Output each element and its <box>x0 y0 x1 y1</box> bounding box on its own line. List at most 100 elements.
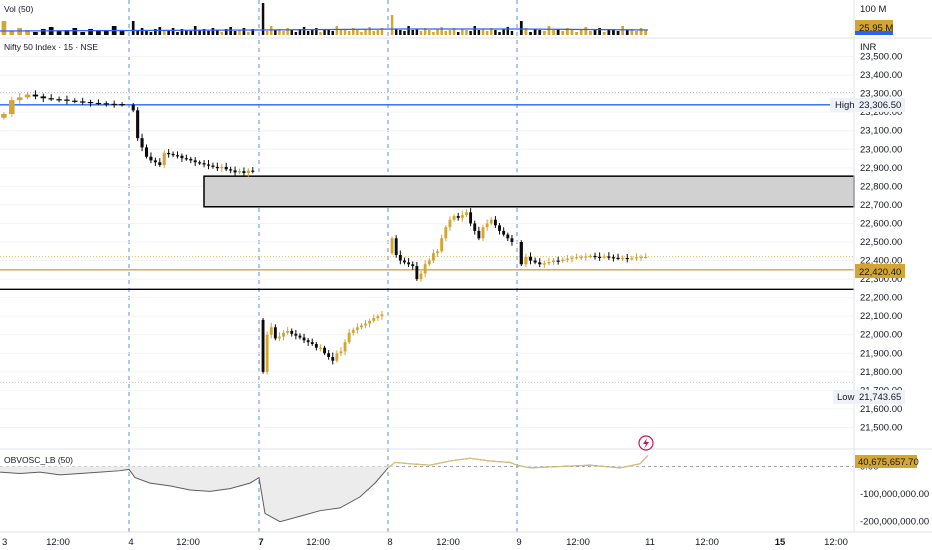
candle-body <box>528 256 533 261</box>
volume-bar <box>274 30 277 35</box>
price-tick-label: 21,600.00 <box>860 404 902 415</box>
candle-body <box>477 230 481 239</box>
time-tick-label: 12:00 <box>695 537 719 548</box>
price-tick-label: 22,600.00 <box>860 218 902 229</box>
volume-bar <box>621 26 625 35</box>
candle-body <box>144 147 149 157</box>
volume-bar <box>311 30 314 35</box>
osc-pane-title[interactable]: OBVOSC_LB (50) <box>4 455 73 465</box>
candle-body <box>278 336 281 339</box>
supply-zone-rect[interactable] <box>203 175 855 208</box>
price-tick-label: 22,100.00 <box>860 311 902 322</box>
volume-bar <box>40 29 46 35</box>
candle-body <box>180 155 184 159</box>
lightning-icon[interactable] <box>638 435 654 451</box>
volume-bar <box>473 26 476 35</box>
candle-body <box>485 223 489 228</box>
candle-body <box>131 104 135 111</box>
volume-bar <box>149 32 153 35</box>
candle-body <box>444 227 448 239</box>
price-tick-label: 23,100.00 <box>860 126 902 137</box>
candle-body <box>162 152 166 166</box>
volume-last-tag-bg <box>855 20 893 34</box>
volume-bar <box>323 29 326 35</box>
candle-body <box>229 169 233 171</box>
volume-bar <box>510 31 514 35</box>
volume-bar <box>419 31 423 35</box>
candle-body <box>538 262 542 265</box>
volume-bar <box>481 29 485 35</box>
session-separators <box>128 0 518 532</box>
volume-bar <box>220 32 224 35</box>
volume-bar <box>185 30 188 35</box>
candle-body <box>419 273 423 280</box>
volume-bar <box>498 32 501 35</box>
candle-body <box>64 99 70 101</box>
volume-bar <box>158 27 162 35</box>
candle-body <box>460 215 464 218</box>
volume-bar <box>490 28 493 35</box>
volume-bar <box>630 29 634 35</box>
price-tick-label: 22,900.00 <box>860 163 902 174</box>
volume-bar <box>524 28 528 35</box>
candle-body <box>72 100 78 102</box>
candle-body <box>556 260 560 262</box>
candle-body <box>202 163 206 165</box>
volume-bar <box>282 31 285 35</box>
price-pane-title[interactable]: Nifty 50 Index · 15 · NSE <box>4 42 98 52</box>
candle-body <box>32 94 39 97</box>
candle-body <box>220 166 224 169</box>
candle-body <box>56 99 62 101</box>
volume-bar <box>207 31 210 35</box>
candle-body <box>390 238 394 254</box>
candle-body <box>502 230 506 235</box>
volume-bar <box>533 29 537 35</box>
volume-bar <box>444 31 448 35</box>
volume-bar <box>216 30 219 35</box>
candle-body <box>598 256 602 259</box>
time-tick-label: 8 <box>387 537 392 548</box>
time-tick-label: 12:00 <box>824 537 848 548</box>
volume-bar <box>198 30 201 35</box>
volume-bar <box>302 27 306 35</box>
candle-body <box>171 153 175 156</box>
high-value-bg <box>855 98 905 112</box>
candle-body <box>394 238 398 255</box>
volume-bar <box>339 30 343 35</box>
candle-body <box>95 102 102 105</box>
candle-body <box>246 170 250 174</box>
candle-body <box>493 219 497 226</box>
volume-bar <box>315 28 318 35</box>
volume-bar <box>327 30 330 35</box>
volume-bar <box>407 26 410 35</box>
volume-bar <box>247 32 250 35</box>
candle-body <box>579 256 583 259</box>
candle-body <box>111 103 117 106</box>
volume-bar <box>242 28 246 35</box>
volume-bar <box>294 32 298 35</box>
candle-body <box>639 256 643 259</box>
volume-bar <box>80 32 86 35</box>
osc-tick-label: -200,000,000.00 <box>860 517 929 528</box>
candle-body <box>519 242 523 265</box>
price-tick-label: 23,200.00 <box>860 107 902 118</box>
volume-pane-title[interactable]: Vol (50) <box>4 4 33 14</box>
price-tick-label: 22,500.00 <box>860 237 902 248</box>
candle-body <box>355 327 359 331</box>
price-tick-label: 23,300.00 <box>860 89 902 100</box>
candle-body <box>364 323 367 326</box>
volume-bar <box>538 30 542 35</box>
candle-body <box>265 334 269 372</box>
volume-bar <box>176 32 179 35</box>
volume-bar <box>261 3 265 35</box>
volume-bar <box>415 29 419 35</box>
volume-bar <box>335 26 339 35</box>
candle-body <box>294 333 298 336</box>
volume-bar <box>154 29 157 35</box>
volume-bar <box>286 28 289 35</box>
candle-body <box>149 156 153 161</box>
volume-bar <box>502 29 505 35</box>
time-tick-label: 12:00 <box>176 537 200 548</box>
high-label: High <box>835 100 855 111</box>
